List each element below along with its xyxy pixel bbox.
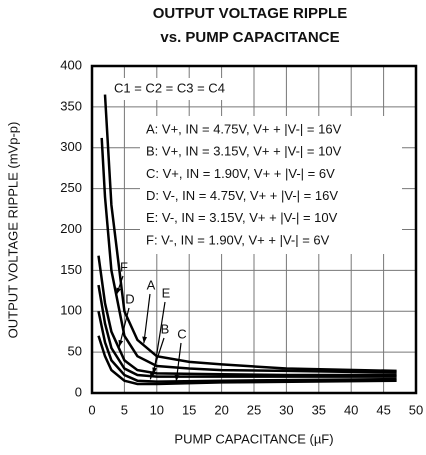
line: [97, 284, 397, 378]
chart-title: vs. PUMP CAPACITANCE: [160, 29, 339, 46]
x-tick-label: 35: [312, 402, 326, 417]
y-tick-label: 50: [68, 344, 82, 359]
line: [97, 255, 397, 377]
y-tick-label: 200: [60, 221, 82, 236]
line: [100, 137, 397, 374]
x-tick-label: 50: [409, 402, 423, 417]
y-tick-label: 150: [60, 262, 82, 277]
annotation: C1 = C2 = C3 = C4: [114, 80, 225, 95]
y-tick-label: 350: [60, 98, 82, 113]
x-tick-label: 40: [344, 402, 358, 417]
annotation: F: V-, IN = 1.90V, V+ + |V-| = 6V: [146, 232, 330, 247]
arrow-head: [174, 374, 180, 382]
line: [97, 335, 397, 386]
arrow-head: [142, 336, 148, 344]
x-tick-label: 10: [150, 402, 164, 417]
x-tick-label: 25: [247, 402, 261, 417]
y-tick-label: 250: [60, 180, 82, 195]
curve-label: E: [162, 285, 171, 300]
arrow: [143, 293, 151, 344]
y-tick-label: 0: [75, 384, 82, 399]
arrow-head: [116, 287, 122, 295]
curve-label: C: [177, 326, 186, 341]
arrow: [149, 337, 165, 380]
curve-label: D: [125, 291, 134, 306]
arrow-head: [118, 339, 124, 347]
legend-background: [140, 116, 402, 254]
plot-frame: [90, 64, 418, 395]
y-tick-label: 100: [60, 303, 82, 318]
y-tick-label: 300: [60, 139, 82, 154]
annotation: E: V-, IN = 3.15V, V+ + |V-| = 10V: [146, 210, 338, 225]
curve-label: A: [147, 277, 156, 292]
annotation: C: V+, IN = 1.90V, V+ + |V-| = 6V: [146, 166, 335, 181]
x-tick-label: 45: [376, 402, 390, 417]
arrow-head: [150, 372, 155, 380]
x-axis-label: PUMP CAPACITANCE (µF): [174, 431, 333, 446]
chart-title: OUTPUT VOLTAGE RIPPLE: [153, 5, 347, 22]
annotation: A: V+, IN = 4.75V, V+ + |V-| = 16V: [146, 121, 342, 136]
x-tick-label: 15: [182, 402, 196, 417]
x-tick-label: 20: [214, 402, 228, 417]
annotation: B: V+, IN = 3.15V, V+ + |V-| = 10V: [146, 144, 342, 159]
y-tick-label: 400: [60, 57, 82, 72]
x-tick-label: 0: [88, 402, 95, 417]
x-tick-label: 30: [279, 402, 293, 417]
annotation: D: V-, IN = 4.75V, V+ + |V-| = 16V: [146, 188, 338, 203]
curve-label: F: [120, 259, 128, 274]
note-background: [110, 78, 252, 100]
x-tick-label: 5: [121, 402, 128, 417]
curve-label: B: [161, 321, 170, 336]
y-axis-label: OUTPUT VOLTAGE RIPPLE (mVp-p): [5, 122, 20, 339]
line: [97, 311, 397, 383]
arrow: [118, 307, 130, 348]
